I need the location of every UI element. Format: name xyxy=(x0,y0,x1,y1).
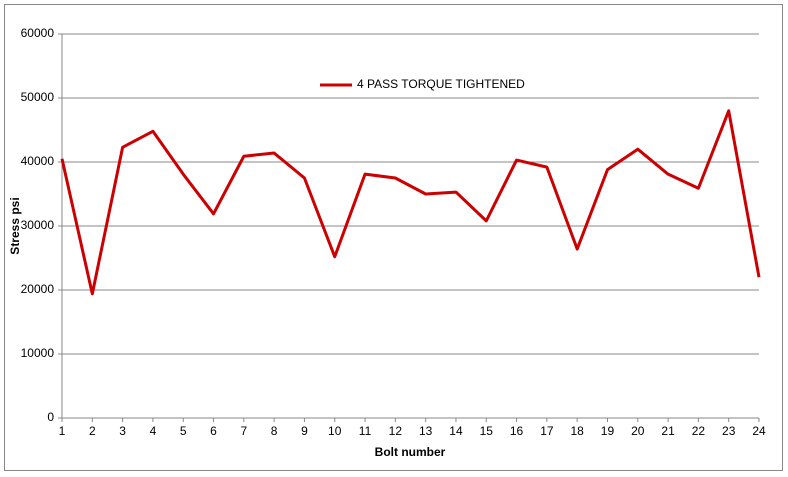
legend-label: 4 PASS TORQUE TIGHTENED xyxy=(357,77,525,91)
x-tick-label: 7 xyxy=(240,424,247,438)
x-tick-label: 24 xyxy=(752,424,766,438)
x-axis-label: Bolt number xyxy=(375,445,446,459)
y-tick-label: 20000 xyxy=(21,282,55,296)
y-tick-label: 30000 xyxy=(21,218,55,232)
x-tick-label: 2 xyxy=(89,424,96,438)
x-tick-label: 15 xyxy=(480,424,494,438)
x-tick-label: 9 xyxy=(301,424,308,438)
x-tick-label: 1 xyxy=(59,424,66,438)
x-tick-label: 20 xyxy=(631,424,645,438)
x-tick-label: 11 xyxy=(359,424,372,438)
data-line xyxy=(60,109,761,296)
x-tick-label: 17 xyxy=(540,424,554,438)
x-tick-label: 12 xyxy=(389,424,403,438)
x-tick-label: 13 xyxy=(419,424,433,438)
x-tick-label: 16 xyxy=(510,424,524,438)
y-axis-label: Stress psi xyxy=(8,197,22,254)
x-tick-label: 3 xyxy=(119,424,126,438)
x-tick-label: 5 xyxy=(180,424,187,438)
y-tick-label: 50000 xyxy=(21,90,55,104)
x-tick-label: 4 xyxy=(150,424,157,438)
y-tick-label: 10000 xyxy=(21,346,55,360)
x-tick-label: 10 xyxy=(328,424,342,438)
x-tick-label: 14 xyxy=(449,424,463,438)
x-tick-label: 18 xyxy=(570,424,584,438)
x-tick-label: 21 xyxy=(661,424,675,438)
x-tick-label: 19 xyxy=(601,424,615,438)
chart-border xyxy=(4,4,783,471)
x-tick-label: 22 xyxy=(692,424,706,438)
x-tick-label: 8 xyxy=(271,424,278,438)
x-tick-label: 6 xyxy=(210,424,217,438)
x-tick-label: 23 xyxy=(722,424,736,438)
y-tick-label: 40000 xyxy=(21,154,55,168)
y-tick-label: 60000 xyxy=(21,26,55,40)
y-tick-label: 0 xyxy=(47,410,54,424)
